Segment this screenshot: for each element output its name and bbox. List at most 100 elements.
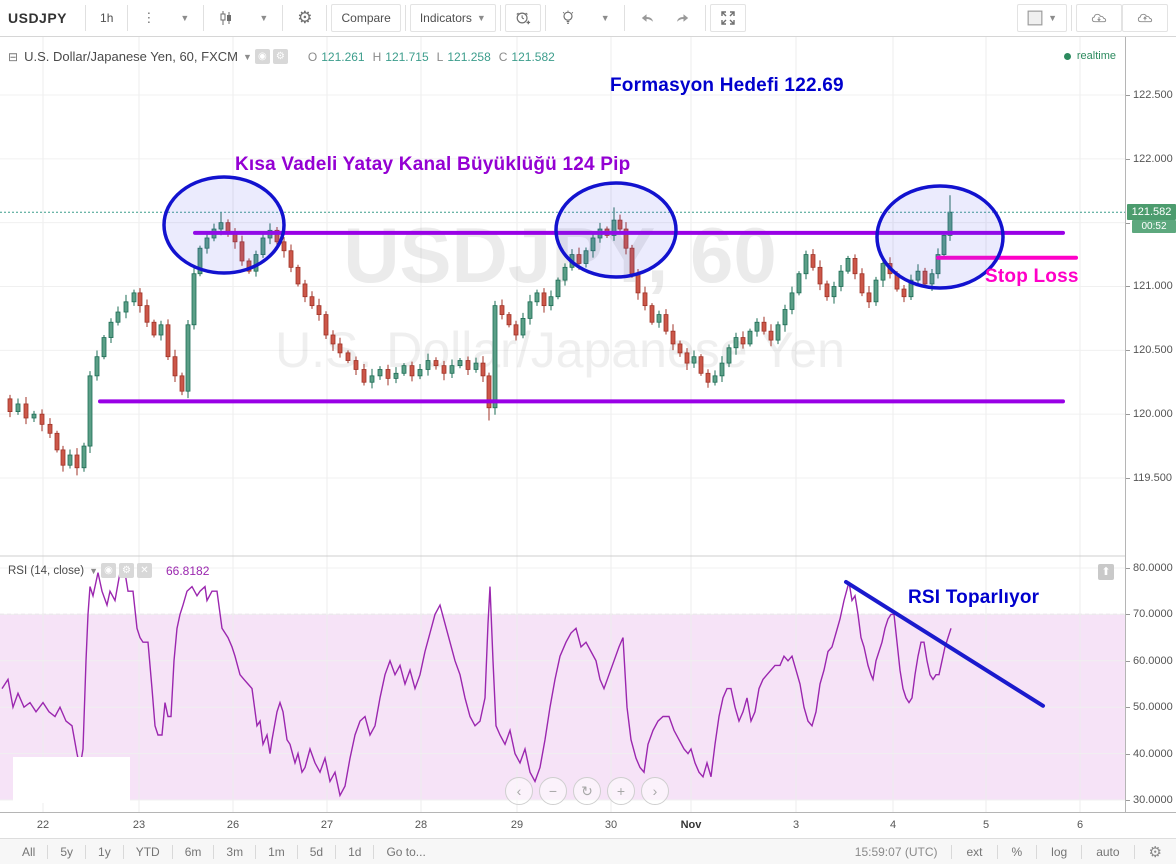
chevron-down-icon: ▼ xyxy=(476,13,486,23)
scroll-left-button[interactable]: ‹ xyxy=(505,777,533,805)
reset-view-button[interactable]: ↻ xyxy=(573,777,601,805)
divider xyxy=(335,844,337,859)
high-value: 121.715 xyxy=(385,49,429,64)
scroll-right-button[interactable]: › xyxy=(641,777,669,805)
divider xyxy=(704,5,706,31)
gear-icon[interactable]: ⚙ xyxy=(118,563,134,578)
symbol-label[interactable]: USDJPY xyxy=(8,10,68,26)
realtime-indicator: realtime xyxy=(1063,50,1116,62)
axis-settings-gear-icon[interactable]: ⚙ xyxy=(1148,843,1162,861)
axis-tick xyxy=(1126,568,1130,569)
zoom-in-button[interactable]: + xyxy=(607,777,635,805)
divider xyxy=(213,844,215,859)
range-button-5y[interactable]: 5y xyxy=(60,844,74,859)
divider xyxy=(623,5,625,31)
rsi-trendline[interactable] xyxy=(844,579,1045,708)
divider xyxy=(255,844,257,859)
undo-button[interactable] xyxy=(628,4,665,32)
range-button-1d[interactable]: 1d xyxy=(348,844,362,859)
chart-nav-cluster: ‹ − ↻ + › xyxy=(505,777,675,805)
chevron-down-icon[interactable]: ▼ xyxy=(242,51,252,62)
add-alert-button[interactable] xyxy=(504,4,541,32)
indicators-button[interactable]: Indicators ▼ xyxy=(409,4,496,32)
time-axis-label: 23 xyxy=(132,819,146,831)
interval-button[interactable]: 1h xyxy=(90,4,124,32)
time-axis-label: 28 xyxy=(414,819,428,831)
alarm-clock-plus-icon xyxy=(516,12,530,25)
bar-countdown-tag: 00:52 xyxy=(1132,220,1176,234)
log-scale-toggle[interactable]: log xyxy=(1051,844,1068,859)
time-axis[interactable]: 22 23 26 27 28 29 30 Nov 3 4 5 6 xyxy=(0,812,1176,838)
range-button-all[interactable]: All xyxy=(22,844,36,859)
chart-type-dropdown-button[interactable]: ▼ xyxy=(244,4,279,32)
chevron-down-icon[interactable]: ▼ xyxy=(89,565,98,576)
eye-icon[interactable]: ◉ xyxy=(100,563,116,578)
ideas-button[interactable] xyxy=(549,4,586,32)
highlight-ellipse[interactable] xyxy=(162,175,286,275)
highlight-ellipse[interactable] xyxy=(554,181,678,279)
clock-utc[interactable]: 15:59:07 (UTC) xyxy=(854,844,938,859)
range-button-5d[interactable]: 5d xyxy=(309,844,324,859)
range-button-ytd[interactable]: YTD xyxy=(135,844,160,859)
chart-properties-button[interactable]: ⚙ xyxy=(287,4,323,32)
percent-scale-toggle[interactable]: % xyxy=(1011,844,1023,859)
layout-selector-button[interactable]: ▼ xyxy=(1017,4,1067,32)
save-chart-button[interactable] xyxy=(1122,4,1168,32)
redo-button[interactable] xyxy=(664,4,701,32)
divider xyxy=(203,5,205,31)
chevron-down-icon: ▼ xyxy=(1048,13,1057,23)
compare-button[interactable]: Compare xyxy=(331,4,401,32)
annotation-rsi-note[interactable]: RSI Toparlıyor xyxy=(908,587,1040,608)
load-chart-button[interactable] xyxy=(1076,4,1122,32)
axis-tick xyxy=(1126,95,1130,96)
chart-title: U.S. Dollar/Japanese Yen, 60, FXCM xyxy=(24,49,238,64)
price-and-rsi-plot[interactable]: USDJPY, 60U.S. Dollar/Japanese Yen xyxy=(0,37,1125,812)
divider xyxy=(499,5,501,31)
axis-tick xyxy=(1126,614,1130,616)
axis-tick xyxy=(1126,414,1130,416)
price-axis-label: 121.000 xyxy=(1133,280,1173,293)
axis-tick xyxy=(1126,477,1130,479)
highlight-ellipse[interactable] xyxy=(875,184,1005,290)
time-axis-label: 5 xyxy=(982,819,990,831)
ideas-dropdown-button[interactable]: ▼ xyxy=(585,4,620,32)
chevron-down-icon: ▼ xyxy=(180,13,190,23)
axis-tick xyxy=(1126,222,1130,224)
zoom-out-button[interactable]: − xyxy=(539,777,567,805)
open-value: 121.261 xyxy=(321,49,365,64)
dots-vertical-icon: ⋮ xyxy=(142,10,156,25)
divider xyxy=(373,844,375,859)
auto-scale-toggle[interactable]: auto xyxy=(1096,844,1120,859)
axis-tick xyxy=(1126,158,1130,160)
close-value: 121.582 xyxy=(511,49,555,64)
extended-hours-toggle[interactable]: ext xyxy=(966,844,983,859)
divider xyxy=(85,844,87,859)
close-icon[interactable]: ✕ xyxy=(136,563,152,578)
annotation-stop-loss[interactable]: Stop Loss xyxy=(985,266,1079,287)
collapse-pane-icon[interactable]: ⊟ xyxy=(8,49,19,64)
axis-tick xyxy=(1126,350,1130,352)
range-button-3m[interactable]: 3m xyxy=(226,844,244,859)
top-toolbar: USDJPY 1h ⋮ ▼ ▼ ⚙ Compare Indicators ▼ xyxy=(0,0,1176,37)
price-axis[interactable]: 122.500122.000121.500121.000120.500120.0… xyxy=(1125,37,1176,812)
fullscreen-button[interactable] xyxy=(709,4,746,32)
annotation-channel-size[interactable]: Kısa Vadeli Yatay Kanal Büyüklüğü 124 Pi… xyxy=(235,154,631,175)
rsi-value: 66.8182 xyxy=(165,563,210,578)
goto-button[interactable]: Go to... xyxy=(386,844,426,859)
chevron-down-icon: ▼ xyxy=(259,13,269,23)
annotation-formation-target[interactable]: Formasyon Hedefi 122.69 xyxy=(610,75,844,96)
interval-dropdown-button[interactable]: ▼ xyxy=(165,4,200,32)
gear-icon[interactable]: ⚙ xyxy=(272,49,288,64)
interval-menu-button[interactable]: ⋮ xyxy=(132,4,166,32)
move-pane-up-icon[interactable]: ⬆ xyxy=(1098,564,1114,580)
watermark-name: U.S. Dollar/Japanese Yen xyxy=(275,322,845,378)
range-button-6m[interactable]: 6m xyxy=(184,844,202,859)
range-button-1m[interactable]: 1m xyxy=(268,844,285,859)
price-axis-label: 120.000 xyxy=(1133,408,1173,421)
eye-icon[interactable]: ◉ xyxy=(254,49,270,64)
blank-cover-box xyxy=(13,757,130,803)
range-button-1y[interactable]: 1y xyxy=(98,844,111,859)
chart-type-button[interactable] xyxy=(208,4,245,32)
price-axis-label: 122.500 xyxy=(1133,89,1173,101)
rsi-axis-label: 40.0000 xyxy=(1133,747,1173,760)
